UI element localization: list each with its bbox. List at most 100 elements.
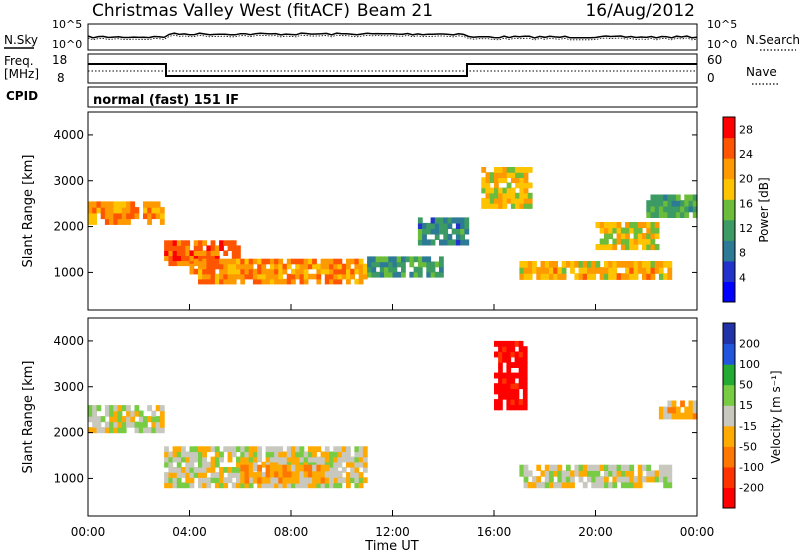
data-cell-0 (130, 212, 136, 220)
velocity-colorbar: 200 100 50 15 -15 -50 -100 -200 (722, 322, 764, 509)
noise-tick-left-top: 10^5 (52, 18, 82, 31)
data-cell-4 (629, 464, 635, 471)
data-cell-2 (341, 273, 347, 280)
colorbar-tick-label: 4 (739, 271, 746, 284)
data-cell-0 (134, 405, 140, 412)
data-cell-1 (346, 461, 351, 468)
data-cell-1 (185, 451, 191, 458)
data-cell-0 (88, 416, 93, 423)
data-cell-6 (544, 267, 550, 274)
data-cell-1 (206, 446, 212, 453)
data-cell-5 (663, 412, 668, 420)
data-cell-0 (117, 212, 123, 220)
velocity-y-axis: 1000 2000 3000 4000 (53, 334, 697, 485)
data-cell-2 (206, 273, 212, 280)
data-cell-4 (561, 470, 567, 477)
data-cell-4 (417, 228, 423, 235)
data-cell-4 (557, 481, 563, 489)
data-cell-1 (244, 482, 250, 489)
data-cell-4 (633, 481, 639, 489)
data-cell-2 (214, 258, 220, 265)
data-cell-3 (494, 399, 499, 405)
data-cell-1 (282, 461, 288, 468)
data-cell-1 (252, 446, 258, 453)
data-cell-1 (240, 456, 246, 463)
data-cell-3 (514, 340, 520, 347)
data-cell-1 (252, 461, 258, 468)
data-cell-1 (168, 240, 174, 246)
data-cell-1 (210, 477, 216, 484)
data-cell-1 (333, 446, 339, 453)
data-cell-2 (202, 268, 207, 275)
data-cell-7 (654, 227, 660, 234)
data-cell-7 (616, 222, 622, 229)
data-cell-4 (455, 228, 461, 235)
data-cell-5 (515, 177, 520, 184)
data-cell-5 (502, 167, 508, 173)
colorbar-tick-label: -100 (739, 461, 764, 474)
data-cell-3 (367, 256, 372, 263)
data-cell-2 (227, 268, 233, 275)
data-cell-4 (540, 470, 546, 477)
data-cell-4 (523, 476, 529, 483)
data-cell-6 (557, 273, 563, 280)
data-cell-5 (515, 197, 520, 204)
data-cell-6 (519, 261, 525, 268)
data-cell-6 (667, 267, 673, 274)
data-cell-3 (392, 256, 398, 263)
data-cell-7 (608, 227, 613, 234)
data-cell-0 (130, 421, 136, 428)
data-cell-8 (654, 200, 660, 207)
data-cell-2 (329, 470, 334, 478)
data-cell-1 (316, 446, 322, 453)
data-cell-2 (278, 268, 284, 275)
data-cell-5 (667, 406, 673, 414)
data-cell-0 (104, 201, 110, 208)
data-cell-2 (219, 258, 224, 265)
data-cell-0 (109, 427, 114, 434)
data-cell-1 (346, 472, 351, 478)
data-cell-1 (172, 451, 178, 458)
data-cell-1 (219, 472, 224, 478)
data-cell-2 (337, 268, 343, 275)
data-cell-1 (324, 482, 330, 489)
data-cell-2 (278, 278, 284, 285)
data-cell-6 (570, 261, 575, 268)
data-cell-1 (261, 461, 267, 468)
data-cell-4 (629, 470, 635, 477)
data-cell-1 (354, 472, 360, 478)
data-cell-7 (654, 233, 660, 240)
data-cell-2 (312, 464, 317, 472)
data-cell-7 (625, 222, 630, 229)
data-cell-5 (515, 172, 520, 178)
data-cell-2 (329, 476, 334, 484)
data-cell-1 (185, 260, 191, 267)
data-cell-8 (663, 194, 668, 201)
data-cell-2 (193, 258, 199, 265)
data-cell-1 (341, 467, 347, 473)
data-cell-4 (642, 464, 647, 471)
data-cell-4 (536, 476, 542, 483)
data-cell-3 (522, 367, 528, 374)
data-cell-1 (244, 461, 250, 468)
data-cell-5 (510, 197, 516, 204)
data-cell-4 (616, 476, 622, 483)
colorbar-tick-label: -15 (739, 420, 757, 433)
data-cell-7 (616, 233, 622, 240)
data-cell-1 (172, 250, 178, 256)
data-cell-0 (113, 212, 119, 220)
data-cell-3 (514, 356, 520, 363)
data-cell-1 (312, 482, 317, 489)
data-cell-6 (625, 261, 630, 268)
data-cell-6 (540, 261, 546, 268)
data-cell-5 (481, 187, 487, 194)
data-cell-3 (502, 388, 507, 395)
data-cell-3 (422, 261, 427, 268)
data-cell-3 (514, 388, 520, 395)
data-cell-1 (269, 482, 275, 489)
data-cell-0 (113, 416, 119, 423)
data-cell-4 (536, 464, 542, 471)
data-cell-6 (667, 261, 673, 268)
data-cell-7 (612, 244, 618, 251)
data-cell-6 (553, 273, 558, 280)
